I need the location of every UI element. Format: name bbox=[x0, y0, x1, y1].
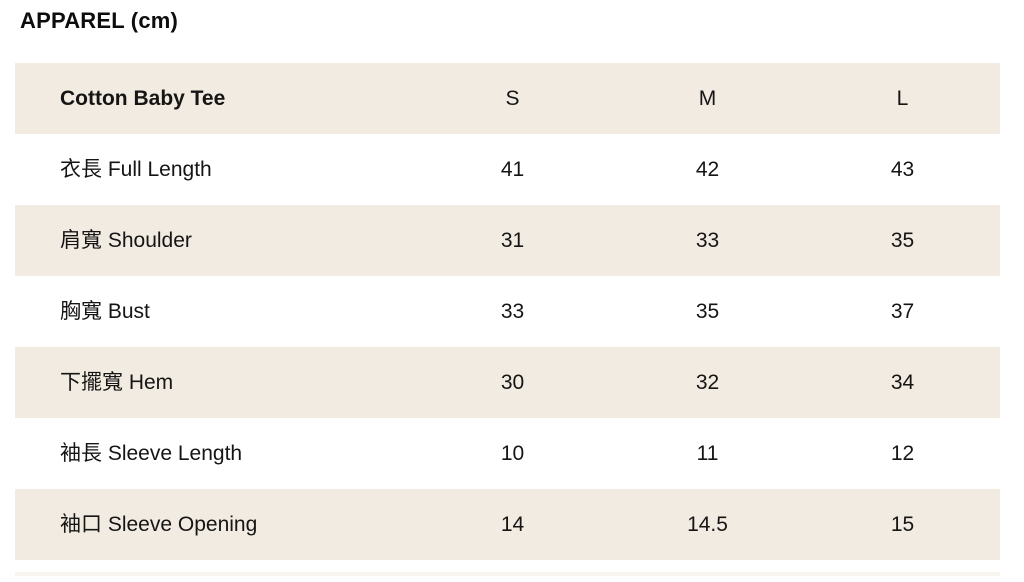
value-l: 35 bbox=[890, 228, 915, 252]
value-m: 11 bbox=[696, 441, 719, 465]
value-l: 43 bbox=[890, 157, 915, 181]
value-l: 12 bbox=[890, 441, 915, 465]
table-header-row: Cotton Baby Tee S M L bbox=[15, 63, 1000, 134]
row-label: 衣長 Full Length bbox=[60, 157, 212, 181]
value-l: 34 bbox=[890, 370, 915, 394]
row-label: 袖長 Sleeve Length bbox=[60, 441, 243, 465]
value-s: 41 bbox=[500, 157, 525, 181]
table-row-sleeve-opening: 袖口 Sleeve Opening 14 14.5 15 bbox=[15, 489, 1000, 560]
table-row-sleeve-length: 袖長 Sleeve Length 10 11 12 bbox=[15, 418, 1000, 489]
value-m: 32 bbox=[695, 370, 720, 394]
table-row-bust: 胸寬 Bust 33 35 37 bbox=[15, 276, 1000, 347]
page-title: APPAREL (cm) bbox=[20, 8, 179, 33]
value-m: 14.5 bbox=[687, 512, 728, 536]
value-m: 33 bbox=[695, 228, 720, 252]
size-chart-table: Cotton Baby Tee S M L 衣長 Full Length 41 … bbox=[15, 63, 1000, 560]
value-l: 37 bbox=[890, 299, 915, 323]
column-header-l: L bbox=[896, 86, 909, 110]
row-label: 袖口 Sleeve Opening bbox=[60, 512, 258, 536]
next-section-partial-edge bbox=[15, 572, 1000, 576]
value-s: 10 bbox=[500, 441, 525, 465]
value-m: 35 bbox=[695, 299, 720, 323]
column-header-m: M bbox=[698, 86, 717, 110]
column-header-s: S bbox=[505, 86, 520, 110]
table-row-hem: 下擺寬 Hem 30 32 34 bbox=[15, 347, 1000, 418]
product-name: Cotton Baby Tee bbox=[60, 86, 226, 110]
row-label: 肩寬 Shoulder bbox=[60, 228, 192, 252]
row-label: 下擺寬 Hem bbox=[60, 370, 174, 394]
value-l: 15 bbox=[890, 512, 915, 536]
table-row-shoulder: 肩寬 Shoulder 31 33 35 bbox=[15, 205, 1000, 276]
value-s: 30 bbox=[500, 370, 525, 394]
value-m: 42 bbox=[695, 157, 720, 181]
value-s: 31 bbox=[500, 228, 525, 252]
value-s: 33 bbox=[500, 299, 525, 323]
value-s: 14 bbox=[500, 512, 525, 536]
table-row-full-length: 衣長 Full Length 41 42 43 bbox=[15, 134, 1000, 205]
row-label: 胸寬 Bust bbox=[60, 299, 150, 323]
